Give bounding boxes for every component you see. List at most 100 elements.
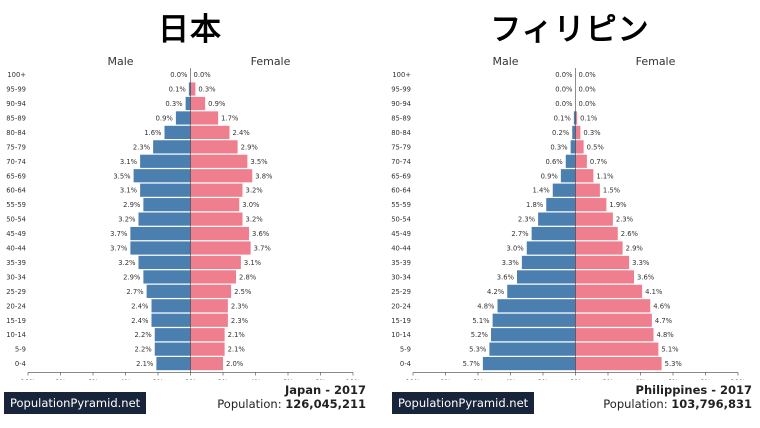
female-value-label: 2.5% [234, 288, 252, 296]
male-value-label: 3.3% [502, 259, 520, 267]
x-tick-label: 2% [538, 378, 549, 380]
male-value-label: 0.0% [555, 86, 573, 94]
female-bar [190, 140, 238, 154]
male-value-label: 5.7% [463, 360, 481, 368]
population-value: 103,796,831 [671, 397, 752, 411]
age-group-label: 75-79 [391, 143, 411, 151]
female-bar [190, 328, 225, 342]
female-value-label: 4.7% [655, 317, 673, 325]
male-value-label: 1.6% [144, 129, 162, 137]
age-group-label: 70-74 [391, 158, 411, 166]
age-group-label: 5-9 [15, 346, 26, 354]
population-line: Population: 103,796,831 [603, 397, 752, 411]
male-bar [572, 125, 576, 139]
female-value-label: 3.8% [255, 172, 273, 180]
female-value-label: 0.0% [579, 100, 597, 108]
female-bar [190, 357, 223, 371]
male-value-label: 0.0% [555, 71, 573, 79]
male-value-label: 1.4% [532, 187, 550, 195]
philippines-pyramid-chart: Male Female 100+ 0.0% 0.0% 95-99 0.0% 0.0% 90-94… [391, 55, 746, 380]
female-bar [575, 270, 634, 284]
male-bar [130, 226, 191, 241]
female-value-label: 4.6% [653, 302, 671, 310]
age-group-label: 45-49 [6, 230, 26, 238]
male-bar [517, 270, 576, 284]
age-group-label: 0-4 [15, 360, 26, 368]
x-tick-label: 4% [250, 378, 261, 380]
male-bar [521, 255, 576, 270]
male-value-label: 4.2% [487, 288, 505, 296]
female-bar [575, 328, 654, 342]
female-bar [575, 111, 578, 125]
x-tick-label: 8% [440, 378, 451, 380]
x-tick-label: 6% [668, 378, 679, 380]
age-group-label: 90-94 [6, 100, 26, 108]
female-bar [575, 241, 623, 255]
male-value-label: 0.3% [550, 143, 568, 151]
female-value-label: 3.0% [242, 201, 260, 209]
population-pyramid-badge[interactable]: PopulationPyramid.net [4, 392, 147, 414]
age-group-label: 85-89 [6, 114, 26, 122]
male-bar [154, 328, 191, 342]
population-pyramid-badge[interactable]: PopulationPyramid.net [392, 392, 535, 414]
male-value-label: 3.2% [118, 216, 136, 224]
female-bar [575, 140, 584, 154]
x-tick-label: 4% [635, 378, 646, 380]
male-value-label: 3.7% [110, 245, 128, 253]
male-value-label: 3.1% [120, 187, 138, 195]
male-value-label: 0.0% [555, 100, 573, 108]
female-label: Female [636, 55, 676, 68]
female-value-label: 2.1% [228, 331, 246, 339]
female-value-label: 0.9% [208, 100, 226, 108]
age-group-label: 60-64 [391, 187, 411, 195]
age-group-label: 15-19 [6, 317, 26, 325]
male-bar [507, 284, 576, 298]
philippines-caption: Philippines - 2017 Population: 103,796,8… [603, 383, 752, 411]
female-bar [190, 154, 248, 168]
philippines-title: フィリピン [490, 12, 650, 48]
age-group-label: 65-69 [391, 172, 411, 180]
male-bar [175, 111, 191, 125]
male-value-label: 5.1% [472, 317, 490, 325]
x-tick-label: 8% [315, 378, 326, 380]
male-bar [185, 96, 191, 111]
female-bar [190, 82, 196, 96]
x-tick-label: 10% [345, 378, 361, 380]
age-group-label: 40-44 [6, 245, 26, 253]
female-bar [575, 342, 659, 356]
female-value-label: 2.6% [621, 230, 639, 238]
male-label: Male [107, 55, 133, 68]
female-value-label: 3.7% [254, 245, 272, 253]
male-bar [151, 299, 191, 313]
age-group-label: 20-24 [391, 302, 411, 310]
female-bar [190, 342, 225, 356]
female-value-label: 5.1% [661, 346, 679, 354]
male-value-label: 0.6% [545, 158, 563, 166]
x-tick-label: 4% [120, 378, 131, 380]
age-group-label: 65-69 [6, 172, 26, 180]
female-bar [575, 183, 600, 197]
x-tick-label: 0% [570, 378, 582, 380]
female-value-label: 3.2% [246, 216, 264, 224]
age-group-label: 30-34 [6, 273, 26, 281]
age-group-label: 30-34 [391, 273, 411, 281]
x-tick-label: 2% [153, 378, 164, 380]
country-year: Philippines - 2017 [635, 383, 752, 397]
male-value-label: 2.1% [136, 360, 154, 368]
male-bar [140, 154, 191, 168]
male-value-label: 2.7% [126, 288, 144, 296]
male-bar [151, 313, 191, 327]
age-group-label: 0-4 [400, 360, 411, 368]
male-value-label: 4.8% [477, 302, 495, 310]
male-value-label: 0.9% [156, 114, 174, 122]
male-bar [497, 299, 576, 313]
age-group-label: 55-59 [6, 201, 26, 209]
male-value-label: 2.2% [134, 331, 152, 339]
female-bar [190, 96, 206, 111]
male-value-label: 0.1% [554, 114, 572, 122]
male-bar [133, 169, 191, 183]
age-group-label: 90-94 [391, 100, 411, 108]
age-group-label: 15-19 [391, 317, 411, 325]
female-bar [190, 198, 240, 212]
female-bar [575, 313, 652, 327]
